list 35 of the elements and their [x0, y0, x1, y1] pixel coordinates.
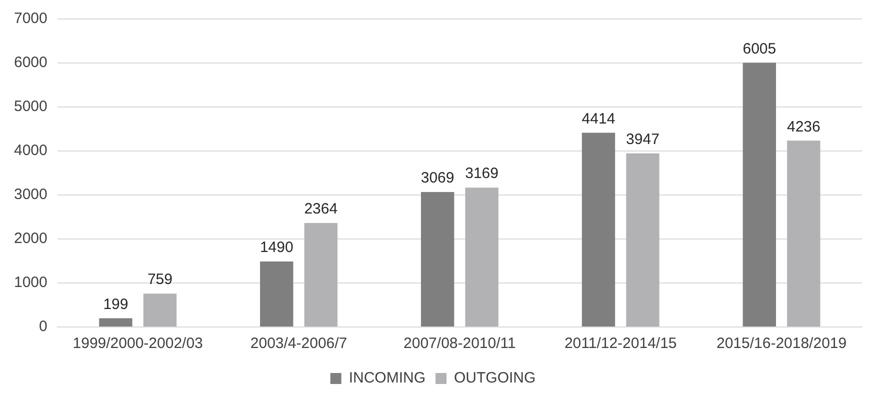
y-tick-label: 2000 — [14, 230, 48, 248]
bar — [742, 62, 776, 326]
bar — [304, 222, 338, 326]
x-tick-label: 2003/4-2006/7 — [250, 335, 348, 352]
bar — [582, 132, 616, 326]
y-tick-label: 0 — [39, 318, 48, 336]
bar — [260, 261, 294, 326]
data-label: 199 — [103, 296, 128, 313]
x-tick-label: 1999/2000-2002/03 — [72, 335, 203, 352]
y-tick-label: 7000 — [14, 10, 48, 28]
bar — [626, 153, 660, 326]
legend-label: OUTGOING — [454, 370, 536, 387]
bar — [99, 318, 132, 326]
x-tick-label: 2011/12-2014/15 — [564, 335, 677, 352]
x-tick-label: 2015/16-2018/2019 — [716, 335, 847, 352]
data-label: 759 — [147, 271, 172, 288]
data-label: 4414 — [582, 110, 616, 128]
data-label: 2364 — [304, 200, 338, 218]
legend-label: INCOMING — [348, 370, 426, 387]
y-tick-label: 4000 — [14, 142, 48, 160]
data-label: 6005 — [742, 40, 776, 58]
data-label: 3169 — [465, 165, 498, 182]
bar — [420, 192, 454, 326]
bar — [143, 294, 177, 326]
data-label: 1490 — [260, 239, 294, 256]
data-label: 4236 — [786, 118, 820, 136]
x-tick-label: 2007/08-2010/11 — [404, 335, 516, 352]
y-tick-label: 3000 — [14, 186, 48, 204]
bar — [465, 188, 498, 326]
data-label: 3069 — [420, 170, 454, 187]
bar — [787, 140, 820, 326]
data-label: 3947 — [626, 130, 660, 148]
y-tick-label: 1000 — [14, 274, 48, 292]
y-tick-label: 6000 — [14, 54, 48, 72]
y-tick-label: 5000 — [14, 98, 48, 116]
